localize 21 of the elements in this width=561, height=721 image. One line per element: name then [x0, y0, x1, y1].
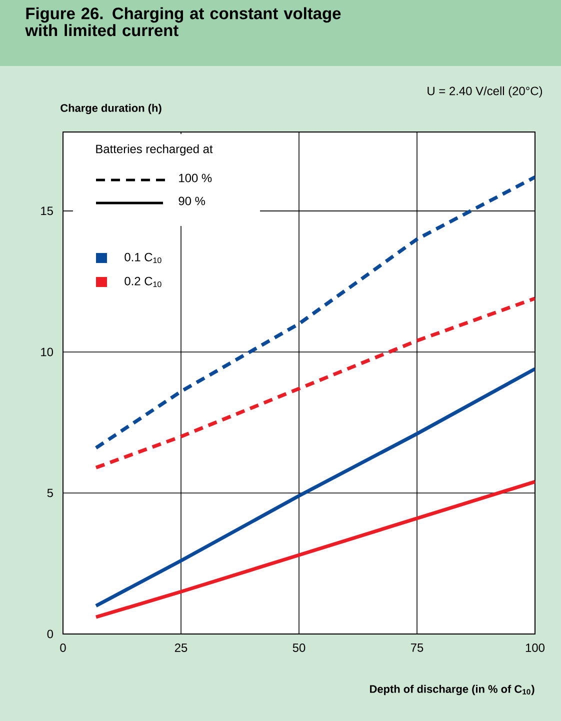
x-axis-title: Depth of discharge (in % of C$_{10}$): [370, 684, 534, 696]
y-tick-label: 10: [41, 348, 54, 356]
x-tick-label: 25: [174, 644, 188, 652]
y-tick-label: 15: [41, 206, 53, 216]
x-tick-label: 50: [292, 644, 306, 652]
x-tick-label: 75: [410, 644, 424, 652]
y-tick-label: 5: [47, 488, 53, 498]
line-series: [94, 296, 535, 470]
line-series: [94, 175, 535, 450]
legend-title: Batteries recharged at: [96, 144, 213, 156]
chart-subtitle: U = 2.40 V/cell (20°C): [428, 86, 542, 98]
y-tick-label: 0: [47, 630, 54, 638]
x-tick-label: 0: [60, 644, 66, 652]
annotation: 0.1 C$_{10}$: [124, 252, 162, 264]
y-axis-title: Charge duration (h): [60, 104, 162, 114]
annotation: 0.2 C$_{10}$: [124, 276, 162, 288]
annotation: 90 %: [178, 196, 206, 206]
chart-title: Figure 26. Charging at constant voltage with limited current: [25, 7, 341, 36]
x-tick-label: 100: [526, 644, 545, 652]
line-series: [94, 367, 535, 608]
annotation: 100 %: [179, 174, 212, 182]
